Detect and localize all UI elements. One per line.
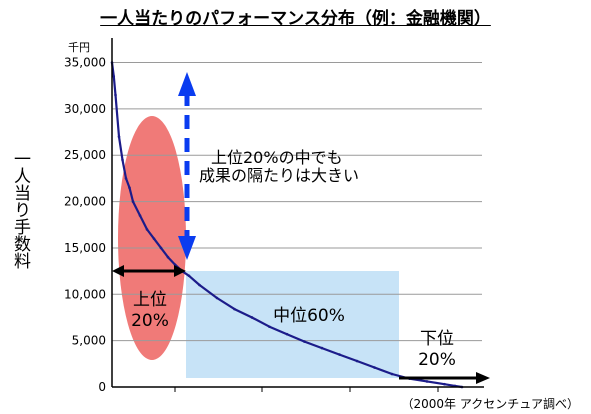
data-point xyxy=(268,325,271,329)
data-point xyxy=(159,246,163,250)
y-tick-label: 25,000 xyxy=(64,148,106,162)
y-unit-label: 千円 xyxy=(68,41,90,54)
axes xyxy=(111,38,484,392)
annotation-arrows xyxy=(112,72,490,384)
y-tick-label: 20,000 xyxy=(64,195,106,209)
data-point xyxy=(250,316,254,319)
source-note: （2000年 アクセンチュア調べ） xyxy=(401,397,579,411)
top-20-ellipse xyxy=(118,116,186,360)
grid-lines xyxy=(112,62,482,342)
data-point xyxy=(233,307,236,311)
spread-arrow-head-up xyxy=(178,72,196,96)
bottom-band-arrow-head xyxy=(476,372,490,384)
y-tick-label: 30,000 xyxy=(64,102,106,116)
y-tick-label: 5,000 xyxy=(72,334,106,348)
data-point xyxy=(152,237,156,240)
top-20-label-percent: 20% xyxy=(131,311,169,331)
data-point xyxy=(138,214,142,217)
data-point xyxy=(121,158,124,162)
y-tick-label: 10,000 xyxy=(64,287,106,301)
spread-note-line1: 上位20%の中でも xyxy=(211,148,343,167)
data-point xyxy=(112,75,116,78)
chart-title: 一人当たりのパフォーマンス分布（例：金融機関） xyxy=(100,9,491,29)
annotation-shapes xyxy=(118,116,399,378)
spread-arrow-head-down xyxy=(178,236,196,260)
middle-60-label: 中位60% xyxy=(273,306,345,326)
data-point xyxy=(425,380,429,383)
spread-note-line2: 成果の隔たりは大きい xyxy=(199,166,359,185)
data-point xyxy=(128,186,131,189)
data-point xyxy=(215,296,219,300)
y-tick-label: 15,000 xyxy=(64,241,106,255)
middle-60-box xyxy=(186,271,399,378)
data-point xyxy=(373,366,376,369)
data-point xyxy=(320,346,324,350)
data-point xyxy=(114,93,117,97)
data-point xyxy=(285,332,289,336)
data-point xyxy=(187,274,191,278)
top-20-label-line1: 上位 xyxy=(133,290,167,310)
bottom-20-label-line1: 下位 xyxy=(420,329,454,349)
data-point xyxy=(338,353,341,356)
data-point xyxy=(166,255,170,259)
data-point xyxy=(303,340,306,343)
data-point xyxy=(443,382,446,386)
data-point xyxy=(355,359,359,363)
data-point xyxy=(390,372,394,376)
series-layer xyxy=(110,61,464,389)
top-band-arrow-right-head xyxy=(174,265,186,277)
y-axis-label: 一人当り手数料 xyxy=(10,150,30,269)
y-tick-labels: 0 5,000 10,000 15,000 20,000 25,000 30,000 35,0… xyxy=(64,56,106,394)
data-point xyxy=(124,177,128,180)
data-point xyxy=(117,135,121,139)
top-band-arrow-left-head xyxy=(112,265,124,277)
data-point xyxy=(131,200,135,203)
data-point xyxy=(198,283,201,287)
y-tick-label: 35,000 xyxy=(64,56,106,70)
bottom-20-label-percent: 20% xyxy=(418,350,456,370)
data-point xyxy=(145,228,149,231)
y-tick-label: 0 xyxy=(98,380,106,394)
